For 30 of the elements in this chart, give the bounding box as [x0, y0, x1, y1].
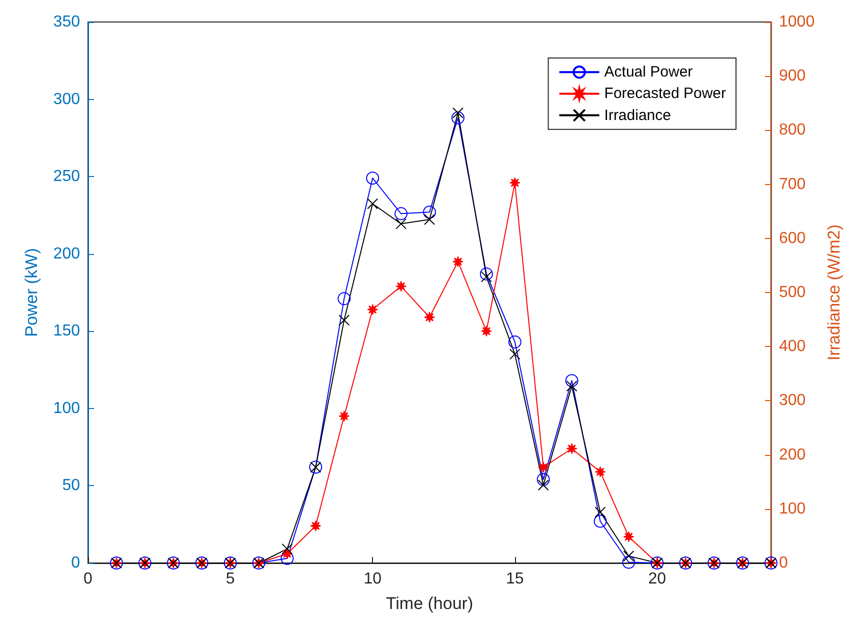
y2-tick-label: 200: [779, 446, 806, 464]
y-tick-label: 100: [53, 400, 80, 417]
y2-tick-label: 100: [779, 500, 806, 518]
x-tick-label: 20: [648, 570, 666, 588]
y2-tick-label: 600: [779, 230, 806, 247]
y-tick-label: 350: [53, 14, 80, 30]
legend-label: Actual Power: [604, 64, 693, 81]
x-tick-label: 5: [226, 570, 235, 588]
y2-axis-title: Irradiance (W/m2): [824, 224, 844, 361]
legend-label: Forecasted Power: [604, 85, 726, 102]
y2-tick-label: 700: [779, 176, 806, 193]
y2-tick-label: 500: [779, 284, 806, 301]
y2-tick-label: 400: [779, 338, 806, 356]
y2-tick-label: 0: [779, 554, 788, 572]
legend-label: Irradiance: [604, 106, 671, 124]
y-tick-label: 0: [71, 554, 80, 572]
y2-tick-label: 300: [779, 392, 806, 410]
y-tick-label: 150: [53, 322, 80, 340]
y-tick-label: 50: [62, 477, 80, 494]
x-tick-label: 15: [506, 570, 524, 588]
x-axis-title: Time (hour): [386, 594, 474, 613]
y-axis-title: Power (kW): [22, 248, 41, 337]
y2-tick-label: 800: [779, 122, 806, 139]
y-tick-label: 250: [53, 168, 80, 186]
x-tick-label: 0: [84, 570, 93, 588]
y2-tick-label: 900: [779, 68, 806, 85]
x-tick-label: 10: [364, 570, 382, 588]
y-tick-label: 200: [53, 245, 80, 262]
y2-tick-label: 1000: [779, 14, 815, 30]
y-tick-label: 300: [53, 90, 80, 108]
